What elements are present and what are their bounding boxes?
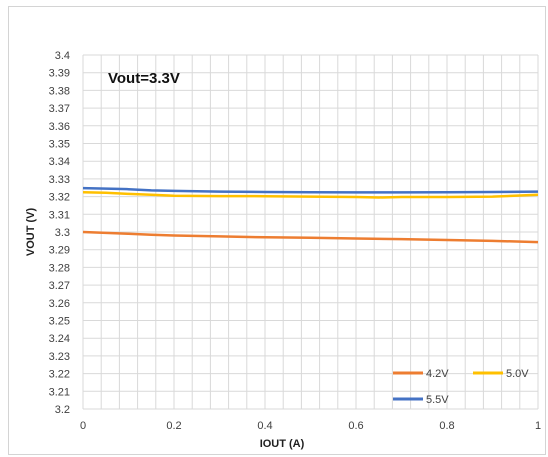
chart-annotation: Vout=3.3V	[108, 70, 180, 87]
y-tick-label: 3.23	[49, 351, 70, 363]
y-tick-label: 3.2	[55, 404, 70, 416]
y-tick-label: 3.26	[49, 298, 70, 310]
y-tick-label: 3.37	[49, 103, 70, 115]
y-tick-label: 3.21	[49, 386, 70, 398]
x-tick-labels: 0 0.2 0.4 0.6 0.8 1	[80, 420, 541, 432]
y-tick-label: 3.29	[49, 245, 70, 257]
y-tick-label: 3.24	[49, 333, 70, 345]
x-tick-label: 0.2	[166, 420, 181, 432]
y-tick-label: 3.36	[49, 121, 70, 133]
series-line-5-0v	[82, 190, 539, 199]
x-tick-label: 0.8	[439, 420, 454, 432]
y-tick-label: 3.28	[49, 262, 70, 274]
y-tick-label: 3.38	[49, 85, 70, 97]
series-line-5-5v	[82, 186, 539, 194]
y-tick-label: 3.25	[49, 316, 70, 328]
y-tick-label: 3.3	[55, 227, 70, 239]
y-tick-labels: 3.4 3.39 3.38 3.37 3.36 3.35 3.34 3.33 3.32 3.31 3…	[49, 50, 70, 416]
x-tick-label: 0.4	[257, 420, 272, 432]
legend-label: 5.5V	[426, 394, 449, 406]
x-tick-label: 0.6	[348, 420, 363, 432]
x-tick-label: 1	[535, 420, 541, 432]
y-tick-label: 3.27	[49, 280, 70, 292]
y-tick-label: 3.31	[49, 209, 70, 221]
series-line-4-2v	[82, 230, 539, 244]
legend-label: 4.2V	[426, 368, 449, 380]
x-tick-label: 0	[80, 420, 86, 432]
legend: 4.2V 5.0V 5.5V	[393, 368, 529, 406]
chart-frame	[8, 6, 546, 455]
y-tick-label: 3.22	[49, 369, 70, 381]
y-tick-label: 3.39	[49, 68, 70, 80]
x-axis-title: IOUT (A)	[260, 438, 305, 450]
y-tick-label: 3.35	[49, 139, 70, 151]
y-tick-label: 3.33	[49, 174, 70, 186]
y-tick-label: 3.32	[49, 192, 70, 204]
legend-label: 5.0V	[506, 368, 529, 380]
y-tick-label: 3.4	[55, 50, 70, 62]
y-axis-title: VOUT (V)	[25, 208, 37, 257]
grid	[82, 54, 539, 410]
series-lines	[82, 186, 539, 244]
y-tick-label: 3.34	[49, 156, 70, 168]
